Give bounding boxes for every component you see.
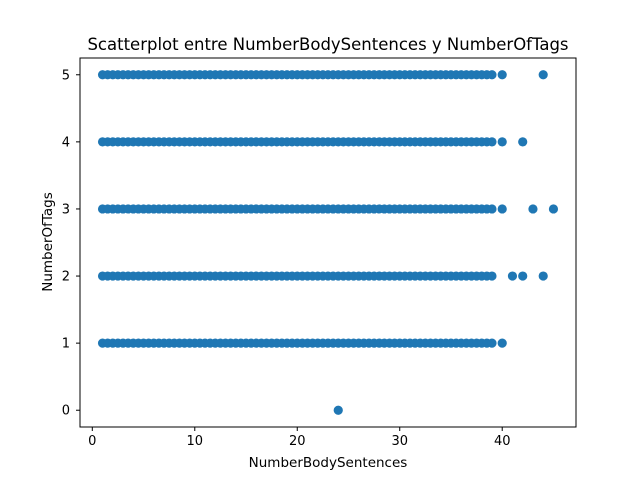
y-axis-label: NumberOfTags bbox=[40, 192, 56, 292]
y-axis-ticks: 0 1 2 3 4 5 bbox=[62, 68, 80, 419]
x-tick-label: 20 bbox=[289, 434, 306, 449]
y-tick-label: 5 bbox=[62, 68, 70, 83]
y-tick-label: 2 bbox=[62, 270, 70, 285]
data-point bbox=[497, 204, 507, 214]
data-point bbox=[528, 204, 538, 214]
data-point bbox=[487, 338, 497, 348]
x-tick-label: 40 bbox=[494, 434, 511, 449]
data-point bbox=[487, 70, 497, 80]
x-tick-label: 0 bbox=[88, 434, 96, 449]
y-tick-label: 0 bbox=[62, 404, 70, 419]
data-point bbox=[487, 271, 497, 281]
x-axis-label: NumberBodySentences bbox=[249, 455, 408, 471]
y-tick-label: 4 bbox=[62, 135, 70, 150]
data-point bbox=[518, 271, 528, 281]
data-points bbox=[97, 70, 559, 415]
data-point bbox=[507, 271, 518, 281]
data-point bbox=[497, 137, 507, 147]
data-point bbox=[333, 405, 343, 415]
x-axis-ticks: 0 10 20 30 40 bbox=[88, 427, 510, 449]
x-tick-label: 10 bbox=[187, 434, 204, 449]
data-point bbox=[487, 204, 497, 214]
data-point bbox=[497, 70, 507, 80]
data-point bbox=[538, 271, 548, 281]
plot-area-frame bbox=[79, 57, 577, 428]
data-point bbox=[487, 137, 497, 147]
y-tick-label: 3 bbox=[62, 202, 70, 217]
chart-title: Scatterplot entre NumberBodySentences y … bbox=[87, 35, 568, 54]
x-tick-label: 30 bbox=[391, 434, 408, 449]
data-point bbox=[497, 338, 507, 348]
data-point bbox=[538, 70, 548, 80]
data-point bbox=[518, 137, 528, 147]
y-tick-label: 1 bbox=[62, 337, 70, 352]
data-point bbox=[548, 204, 559, 214]
